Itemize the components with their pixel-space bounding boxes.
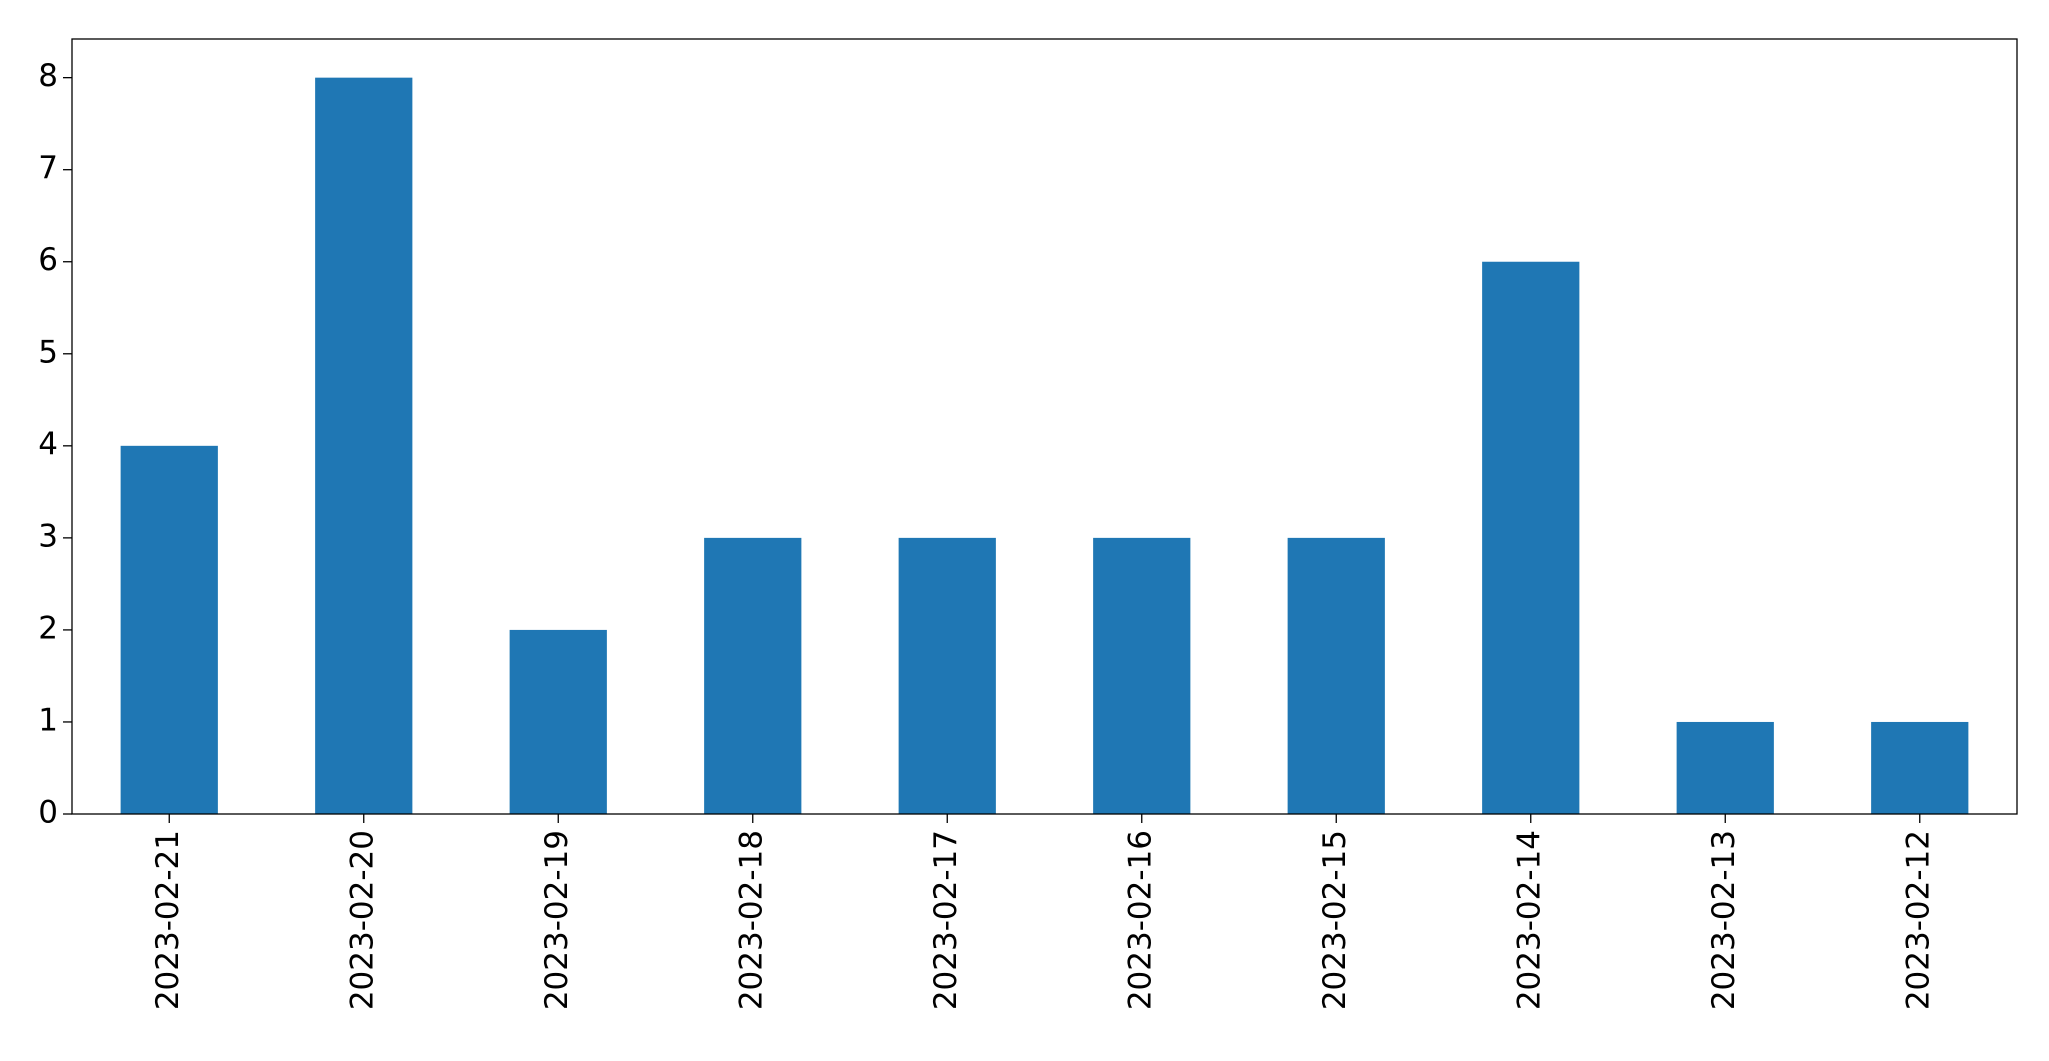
x-tick-label: 2023-02-13 — [1706, 830, 1742, 1010]
x-tick-label: 2023-02-19 — [539, 830, 575, 1010]
x-tick-label: 2023-02-15 — [1317, 830, 1353, 1010]
bar — [1093, 537, 1191, 814]
y-tick-label: 5 — [38, 334, 58, 370]
bar — [509, 629, 607, 814]
bar — [1871, 721, 1969, 814]
plot-frame — [71, 38, 2018, 815]
x-tick-label: 2023-02-18 — [733, 830, 769, 1010]
x-tick-label: 2023-02-20 — [344, 830, 380, 1010]
x-tick-label: 2023-02-17 — [928, 830, 964, 1010]
y-tick-label: 0 — [38, 795, 58, 831]
bar — [315, 77, 413, 814]
y-tick-label: 7 — [38, 150, 58, 186]
y-tick-label: 6 — [38, 242, 58, 278]
y-tick-label: 2 — [38, 610, 58, 646]
x-tick-label: 2023-02-12 — [1900, 830, 1936, 1010]
x-tick-label: 2023-02-16 — [1122, 830, 1158, 1010]
y-tick-label: 4 — [38, 426, 58, 462]
y-tick-label: 8 — [38, 58, 58, 94]
bar — [1482, 261, 1580, 814]
bar — [1676, 721, 1774, 814]
x-tick-label: 2023-02-14 — [1511, 830, 1547, 1010]
y-tick-label: 3 — [38, 518, 58, 554]
y-tick-label: 1 — [38, 702, 58, 738]
bar — [898, 537, 996, 814]
bar — [704, 537, 802, 814]
x-tick-label: 2023-02-21 — [150, 830, 186, 1010]
bar — [120, 445, 218, 814]
bar — [1287, 537, 1385, 814]
